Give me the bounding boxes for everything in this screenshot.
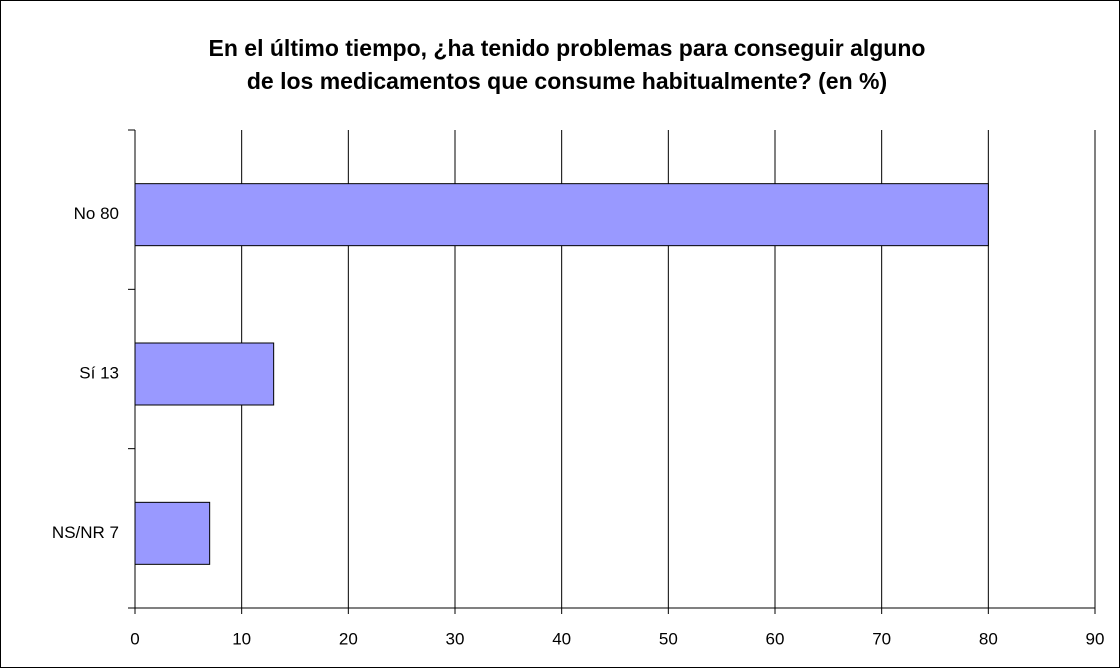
x-tick-label: 40 — [552, 629, 571, 648]
x-tick-label: 0 — [130, 629, 139, 648]
x-tick-label: 20 — [339, 629, 358, 648]
x-tick-label: 80 — [979, 629, 998, 648]
x-tick-label: 10 — [232, 629, 251, 648]
y-tick-label: NS/NR 7 — [52, 523, 119, 542]
bar — [134, 342, 275, 406]
y-tick-label: Sí 13 — [79, 363, 119, 382]
bar — [134, 183, 989, 247]
y-tick-label: No 80 — [74, 204, 119, 223]
x-tick-label: 70 — [872, 629, 891, 648]
x-tick-label: 30 — [446, 629, 465, 648]
x-tick-label: 50 — [659, 629, 678, 648]
x-tick-label: 60 — [766, 629, 785, 648]
bar — [134, 501, 211, 565]
x-tick-label: 90 — [1086, 629, 1105, 648]
chart-title: En el último tiempo, ¿ha tenido problema… — [209, 35, 926, 61]
chart-title: de los medicamentos que consume habitual… — [247, 68, 887, 94]
